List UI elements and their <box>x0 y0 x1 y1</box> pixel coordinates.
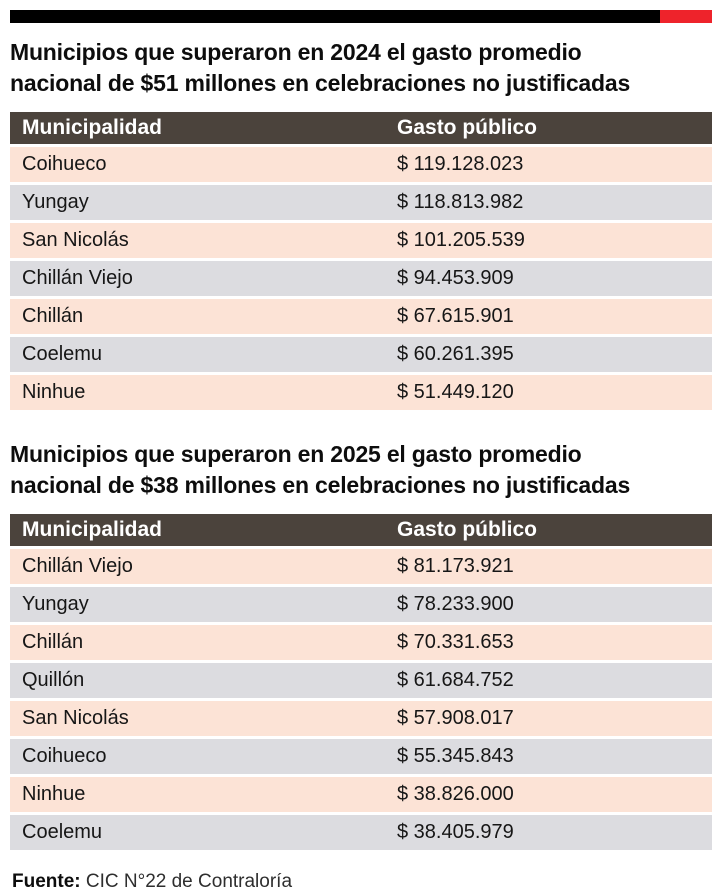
municipality-cell: Yungay <box>10 587 385 623</box>
gasto-publico-cell: $ 78.233.900 <box>385 587 712 623</box>
gasto-publico-cell: $ 101.205.539 <box>385 223 712 259</box>
gasto-publico-cell: $ 118.813.982 <box>385 185 712 221</box>
gasto-publico-cell: $ 51.449.120 <box>385 375 712 411</box>
title-line: nacional de $51 millones en celebracione… <box>10 70 631 97</box>
gasto-publico-cell: $ 94.453.909 <box>385 261 712 297</box>
table-row: Coihueco $ 55.345.843 <box>10 739 712 775</box>
table-row: Ninhue $ 38.826.000 <box>10 777 712 813</box>
brand-bar <box>10 10 712 23</box>
table-title-2024: Municipios que superaron en 2024 el gast… <box>10 37 712 99</box>
table-row: Coihueco $ 119.128.023 <box>10 147 712 183</box>
column-header-gasto-publico: Gasto público <box>385 112 712 145</box>
municipality-cell: Chillán <box>10 299 385 335</box>
gasto-publico-cell: $ 119.128.023 <box>385 147 712 183</box>
gasto-publico-cell: $ 57.908.017 <box>385 701 712 737</box>
title-line: Municipios que superaron en 2025 el gast… <box>10 441 582 468</box>
municipality-cell: Coelemu <box>10 337 385 373</box>
brand-bar-black-segment <box>10 10 660 23</box>
table-row: San Nicolás $ 57.908.017 <box>10 701 712 737</box>
column-header-municipalidad: Municipalidad <box>10 514 385 547</box>
municipality-cell: Ninhue <box>10 375 385 411</box>
gasto-publico-cell: $ 70.331.653 <box>385 625 712 661</box>
table-row: Yungay $ 78.233.900 <box>10 587 712 623</box>
source-label: Fuente: <box>12 871 81 893</box>
municipality-cell: San Nicolás <box>10 223 385 259</box>
municipality-cell: Chillán Viejo <box>10 261 385 297</box>
table-row: Ninhue $ 51.449.120 <box>10 375 712 411</box>
column-header-gasto-publico: Gasto público <box>385 514 712 547</box>
municipality-cell: San Nicolás <box>10 701 385 737</box>
municipality-cell: Chillán <box>10 625 385 661</box>
municipality-cell: Coihueco <box>10 739 385 775</box>
gasto-publico-cell: $ 38.405.979 <box>385 815 712 851</box>
infographic-page: Municipios que superaron en 2024 el gast… <box>10 10 712 892</box>
table-row: Chillán Viejo $ 94.453.909 <box>10 261 712 297</box>
gasto-publico-cell: $ 60.261.395 <box>385 337 712 373</box>
gasto-publico-cell: $ 61.684.752 <box>385 663 712 699</box>
brand-bar-red-segment <box>660 10 712 23</box>
source-text: CIC N°22 de Contraloría <box>80 871 293 893</box>
gasto-publico-cell: $ 55.345.843 <box>385 739 712 775</box>
municipality-cell: Coelemu <box>10 815 385 851</box>
table-header-row: Municipalidad Gasto público <box>10 112 712 145</box>
table-section-2025: Municipios que superaron en 2025 el gast… <box>10 439 712 853</box>
table-section-2024: Municipios que superaron en 2024 el gast… <box>10 37 712 413</box>
municipality-cell: Chillán Viejo <box>10 549 385 585</box>
table-title-2025: Municipios que superaron en 2025 el gast… <box>10 439 712 501</box>
spending-table-2025: Municipalidad Gasto público Chillán Viej… <box>10 511 712 853</box>
table-row: Coelemu $ 38.405.979 <box>10 815 712 851</box>
municipality-cell: Ninhue <box>10 777 385 813</box>
gasto-publico-cell: $ 67.615.901 <box>385 299 712 335</box>
column-header-municipalidad: Municipalidad <box>10 112 385 145</box>
gasto-publico-cell: $ 38.826.000 <box>385 777 712 813</box>
table-row: Chillán Viejo $ 81.173.921 <box>10 549 712 585</box>
table-row: Chillán $ 67.615.901 <box>10 299 712 335</box>
municipality-cell: Quillón <box>10 663 385 699</box>
municipality-cell: Coihueco <box>10 147 385 183</box>
municipality-cell: Yungay <box>10 185 385 221</box>
title-line: Municipios que superaron en 2024 el gast… <box>10 39 582 65</box>
table-row: Coelemu $ 60.261.395 <box>10 337 712 373</box>
source-note: Fuente: CIC N°22 de Contraloría <box>12 871 712 893</box>
table-row: Chillán $ 70.331.653 <box>10 625 712 661</box>
table-header-row: Municipalidad Gasto público <box>10 514 712 547</box>
table-row: Quillón $ 61.684.752 <box>10 663 712 699</box>
table-row: San Nicolás $ 101.205.539 <box>10 223 712 259</box>
gasto-publico-cell: $ 81.173.921 <box>385 549 712 585</box>
title-line: nacional de $38 millones en celebracione… <box>10 472 631 499</box>
spending-table-2024: Municipalidad Gasto público Coihueco $ 11… <box>10 109 712 413</box>
table-row: Yungay $ 118.813.982 <box>10 185 712 221</box>
